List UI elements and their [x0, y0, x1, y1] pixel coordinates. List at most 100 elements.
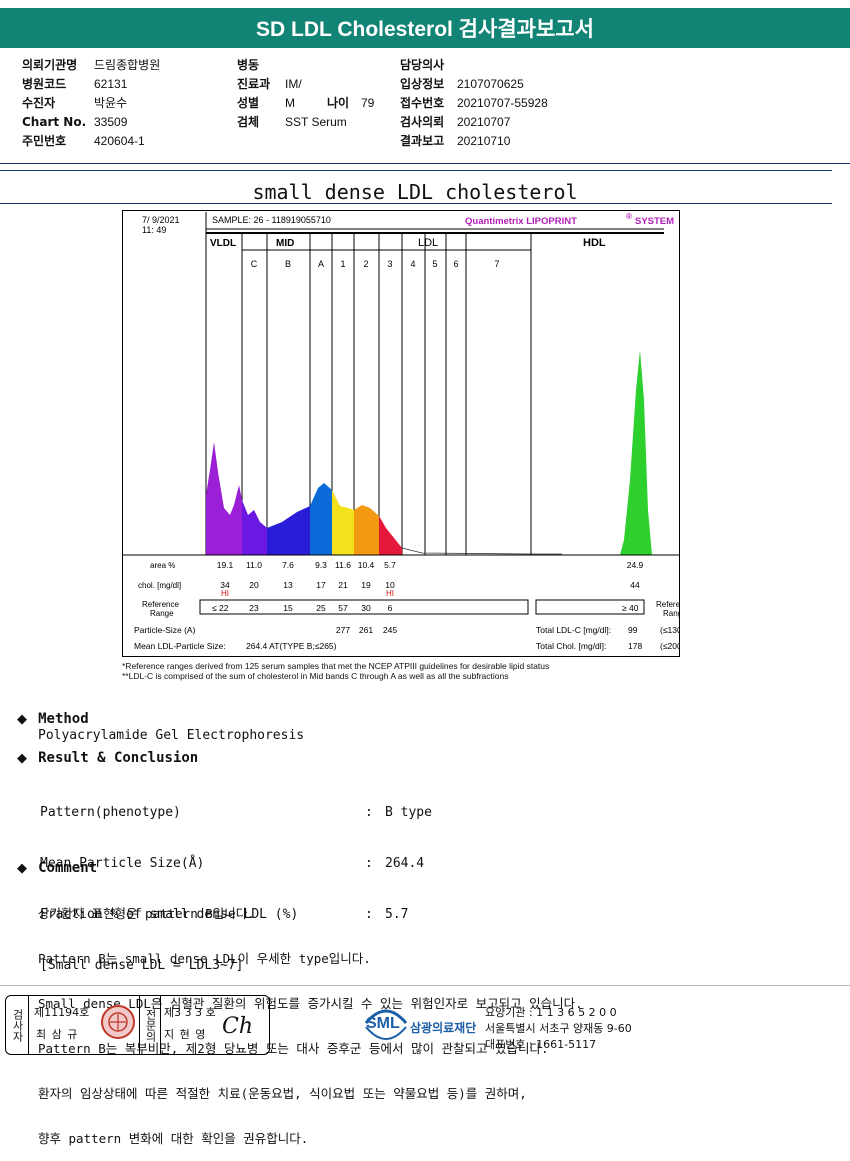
ref-value: 25: [316, 603, 326, 613]
diamond-icon: ◆: [17, 712, 27, 727]
method-section: ◆ Method: [17, 708, 89, 727]
footnote: **LDL-C is comprised of the sum of chole…: [122, 671, 509, 681]
comment-line: 향후 pattern 변화에 대한 확인을 권유합니다.: [38, 1131, 309, 1146]
diamond-icon: ◆: [17, 751, 27, 766]
profile-tail: [401, 547, 562, 555]
footnotes: *Reference ranges derived from 125 serum…: [122, 661, 549, 681]
hdl-chol-value: 44: [630, 580, 640, 590]
chart-brand-sup: ®: [626, 212, 632, 221]
total-chol-label: Total Chol. [mg/dl]:: [536, 641, 606, 651]
ref-range-box: [199, 599, 529, 615]
chart-brand-tail: SYSTEM: [635, 216, 674, 227]
ref-value: ≤ 22: [212, 603, 229, 613]
area-value: 11.0: [246, 560, 262, 570]
row-label-chol: chol. [mg/dl]: [138, 581, 181, 590]
chol-value: 19: [361, 580, 371, 590]
info-label: 담당의사: [400, 58, 445, 72]
divider: [0, 163, 850, 164]
comment-section: ◆ Comment: [17, 857, 97, 876]
result-value: 5.7: [385, 907, 409, 922]
particle-value: 277: [336, 625, 350, 635]
result-rows: Pattern(phenotype): B type Mean Particle …: [40, 770, 432, 991]
profile-band-ldl1: [332, 490, 354, 555]
sml-logo-icon: [364, 1009, 408, 1040]
info-value: 33509: [94, 115, 128, 129]
total-chol-ref: (≤200): [660, 641, 680, 651]
age-label: 나이: [327, 96, 350, 110]
info-value: 2107070625: [457, 77, 524, 91]
org-line: 서울특별시 서초구 양재동 9-60: [485, 1022, 632, 1035]
group-hdl: HDL: [583, 237, 606, 249]
chol-value: 13: [283, 580, 293, 590]
info-value: 박윤수: [94, 96, 128, 110]
band-label: 3: [387, 259, 392, 269]
result-label: Fraction % of small dense LDL (%): [40, 907, 299, 922]
info-value: 62131: [94, 77, 128, 91]
particle-label: Particle-Size (A): [134, 625, 196, 635]
comment-line: 상기환자 표현형은 pattern B입니다.: [38, 906, 255, 921]
ref-value: 30: [361, 603, 371, 613]
specialist-label: 전문의: [139, 996, 161, 1054]
info-label: 접수번호: [400, 96, 445, 110]
particle-value: 261: [359, 625, 373, 635]
area-value: 7.6: [282, 560, 294, 570]
row-label-ref-right2: Range: [663, 609, 680, 618]
group-mid: MID: [276, 238, 294, 249]
report-title-banner: SD LDL Cholesterol 검사결과보고서: [0, 8, 850, 48]
chol-value: 17: [316, 580, 326, 590]
info-label: Chart No.: [22, 115, 87, 129]
org-info: 요양기관 : 1 1 3 6 5 2 0 0 서울특별시 서초구 양재동 9-6…: [485, 1005, 632, 1053]
section-title: small dense LDL cholesterol: [252, 180, 578, 204]
info-value: IM/: [285, 77, 302, 91]
info-value: 드림종합병원: [94, 58, 161, 72]
row-label-ref2: Range: [150, 609, 174, 618]
logo-text: SML: [366, 1015, 400, 1032]
method-text: Polyacrylamide Gel Electrophoresis: [38, 728, 305, 743]
diamond-icon: ◆: [17, 861, 27, 876]
total-ldl-value: 99: [628, 625, 638, 635]
comment-line: Pattern B는 복부비만, 제2형 당뇨병 또는 대사 증후군 등에서 많…: [38, 1041, 549, 1056]
examiner-label: 검사자: [6, 996, 29, 1054]
seal-icon: [101, 1005, 135, 1039]
ref-value: 23: [249, 603, 259, 613]
row-label-ref: Reference: [142, 600, 179, 609]
band-label: 7: [494, 259, 499, 269]
divider: [0, 985, 850, 986]
specialist-name: 지 현 영: [164, 1028, 207, 1041]
info-col-2: 병동 진료과 IM/ 성별 M 나이 79 검체 SST Serum: [237, 56, 374, 132]
info-label: 주민번호: [22, 134, 67, 148]
info-col-3: 담당의사 입상정보 2107070625 접수번호 20210707-55928 검…: [400, 56, 548, 151]
result-title: Result & Conclusion: [38, 750, 199, 766]
chol-value: 21: [338, 580, 348, 590]
comment-line: Small dense LDL은 심혈관 질환의 위험도를 증가시킬 수 있는 …: [38, 996, 583, 1011]
info-value: M: [285, 96, 295, 110]
area-value: 19.1: [217, 560, 234, 570]
age-value: 79: [361, 96, 375, 110]
footnote: *Reference ranges derived from 125 serum…: [122, 661, 550, 671]
group-vldl: VLDL: [210, 238, 236, 249]
divider: [0, 203, 832, 204]
comment-line: Pattern B는 small dense LDL이 우세한 type입니다.: [38, 951, 371, 966]
hdl-ref-box: [535, 599, 645, 615]
info-value: 20210707: [457, 115, 511, 129]
divider: [0, 170, 832, 171]
org-line: 대표번호 : 1661-5117: [485, 1038, 597, 1051]
result-label: Pattern(phenotype): [40, 805, 181, 820]
result-label: Mean Particle Size(Å): [40, 856, 205, 871]
chol-value: 20: [249, 580, 259, 590]
chart-date: 7/ 9/2021: [142, 215, 180, 225]
info-value: SST Serum: [285, 115, 347, 129]
result-row: Pattern(phenotype): B type: [40, 805, 432, 820]
org-name: 삼광의료재단: [410, 1021, 477, 1035]
result-value: B type: [385, 805, 432, 820]
info-label: 결과보고: [400, 134, 445, 148]
band-label: 1: [340, 259, 345, 269]
area-value: 11.6: [335, 560, 351, 570]
info-value: 20210707-55928: [457, 96, 548, 110]
chol-value: 10: [385, 580, 395, 590]
hi-flag: HI: [221, 589, 229, 598]
profile-band-hdl: [620, 350, 652, 555]
profile-band-b: [267, 506, 310, 555]
chol-value: 34: [220, 580, 230, 590]
